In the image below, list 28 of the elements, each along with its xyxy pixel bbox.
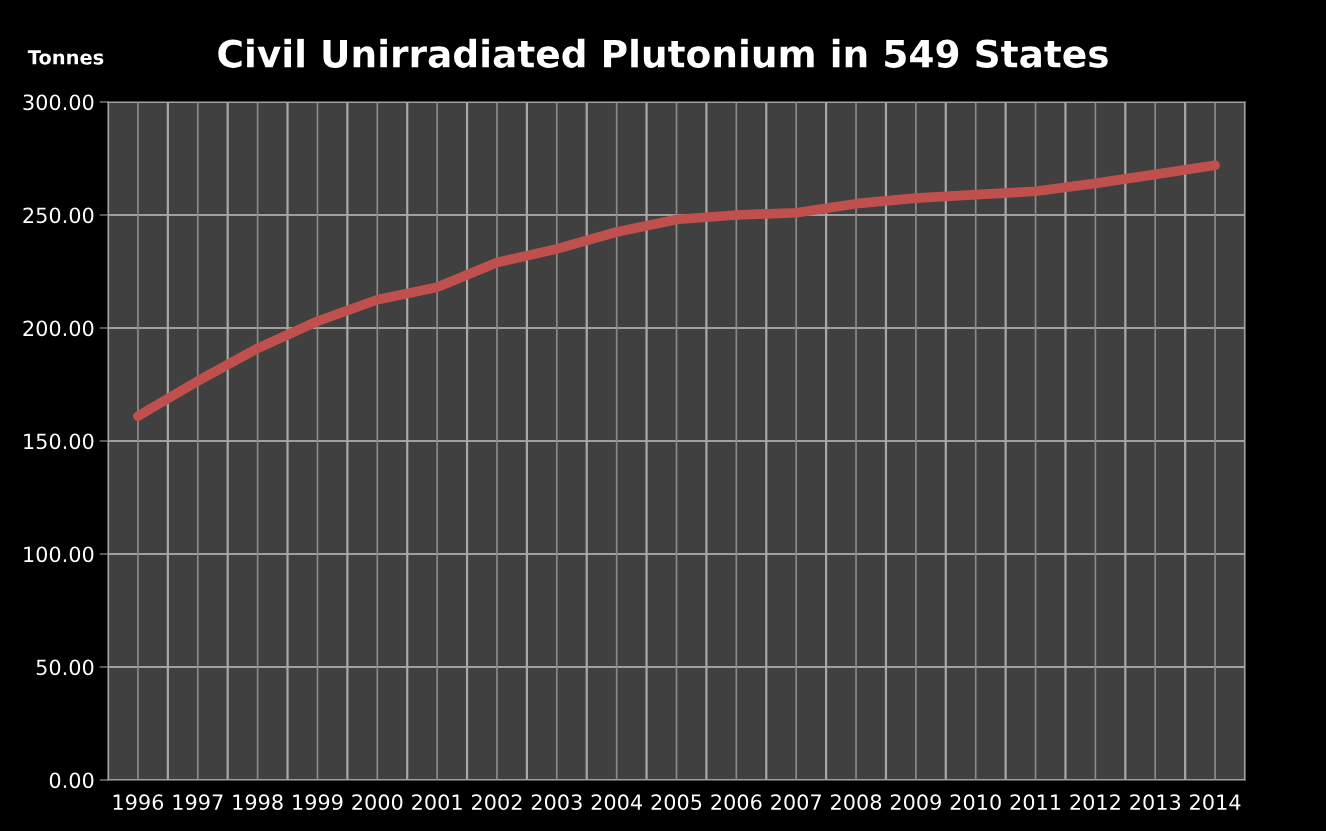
x-tick-label: 2010: [950, 794, 1001, 811]
x-tick-label: 2011: [1010, 794, 1061, 811]
x-tick-label: 2004: [591, 794, 642, 811]
y-tick-label: 250.00: [23, 207, 94, 224]
y-tick-label: 50.00: [36, 659, 94, 676]
x-tick-label: 2013: [1130, 794, 1181, 811]
x-tick-label: 1998: [233, 794, 283, 811]
x-tick-label: 2005: [651, 794, 702, 811]
y-tick-label: 300.00: [23, 94, 94, 111]
y-axis-title: Tonnes: [27, 50, 104, 65]
x-tick-label: 2006: [711, 794, 762, 811]
x-tick-label: 1996: [113, 794, 164, 811]
x-tick-label: 2001: [412, 794, 462, 811]
x-tick-label: 2003: [531, 794, 582, 811]
x-tick-label: 2014: [1190, 794, 1241, 811]
x-tick-label: 2012: [1070, 794, 1120, 811]
x-tick-label: 2009: [890, 794, 941, 811]
x-tick-label: 1997: [173, 794, 223, 811]
x-tick-label: 2002: [471, 794, 522, 811]
x-tick-label: 2008: [831, 794, 882, 811]
x-tick-label: 2007: [771, 794, 821, 811]
chart-title: Civil Unirradiated Plutonium in 549 States: [218, 38, 1108, 68]
y-tick-label: 150.00: [24, 433, 94, 450]
x-tick-label: 2000: [352, 794, 403, 811]
y-tick-label: 0.00: [49, 772, 94, 789]
x-tick-label: 1999: [293, 794, 343, 811]
y-tick-label: 200.00: [23, 320, 94, 337]
y-tick-label: 100.00: [24, 546, 94, 563]
